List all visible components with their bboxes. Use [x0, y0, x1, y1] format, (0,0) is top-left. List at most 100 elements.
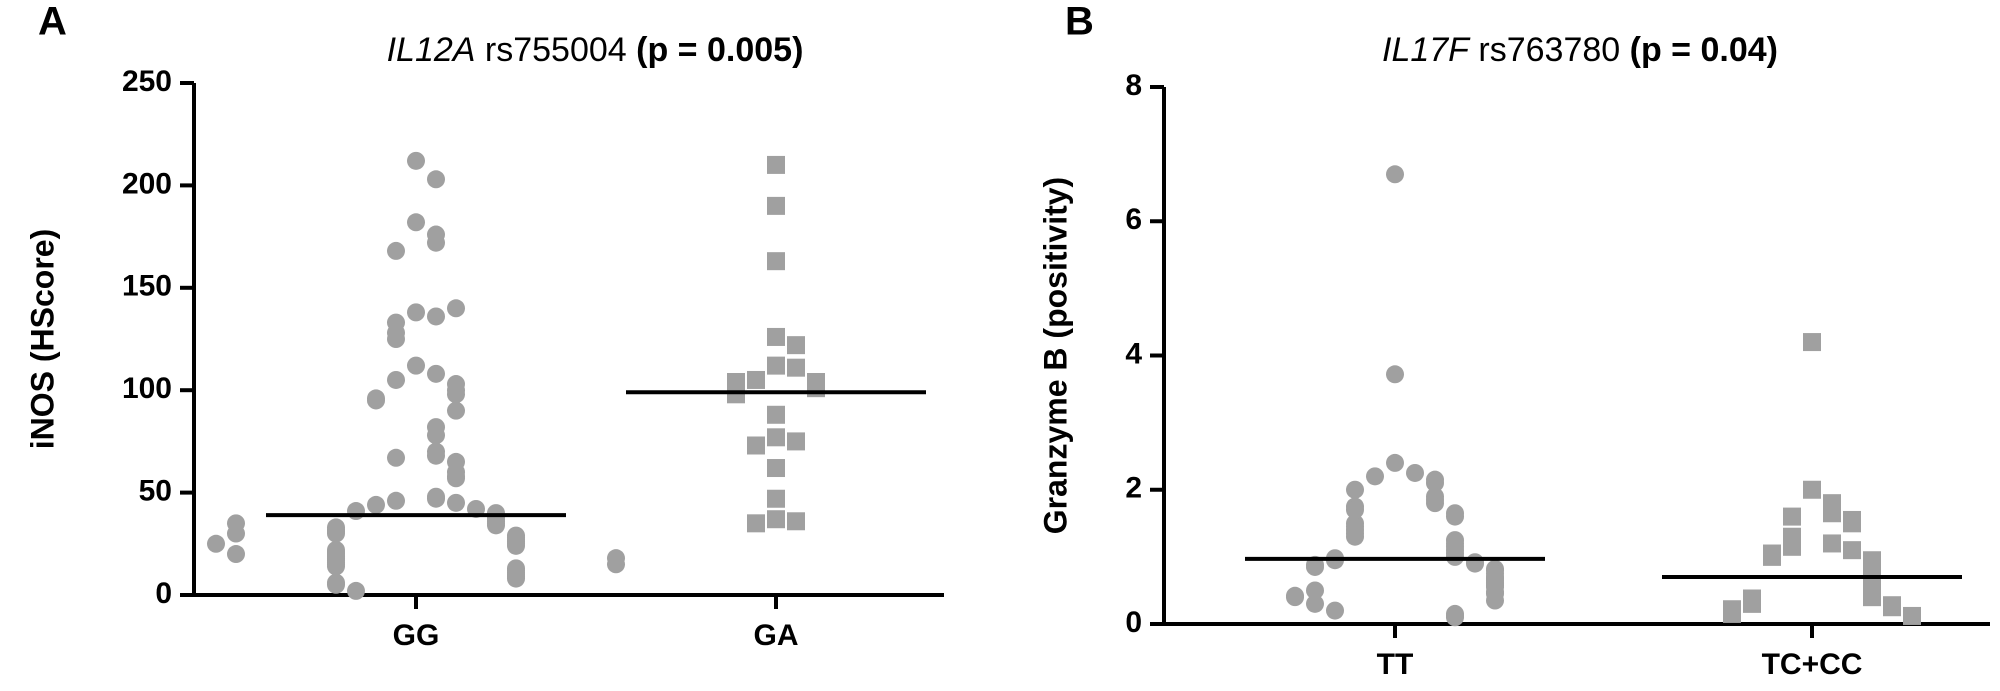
data-point [1446, 608, 1464, 627]
y-tick-label: 100 [122, 372, 172, 405]
data-point [1346, 527, 1364, 546]
data-point [447, 493, 465, 512]
data-point [1723, 604, 1741, 623]
data-point [367, 495, 385, 514]
data-point [1743, 594, 1761, 613]
data-point [1426, 494, 1444, 513]
data-point [1843, 541, 1861, 560]
title-snp: rs763780 [1478, 31, 1620, 69]
data-point [507, 536, 525, 555]
data-point [407, 213, 425, 232]
chart-title: IL17F rs763780 (p = 0.04) [1382, 31, 1778, 69]
data-point [227, 514, 245, 533]
data-point [767, 196, 785, 215]
data-point [1386, 165, 1404, 184]
data-point [1823, 504, 1841, 523]
data-point [387, 241, 405, 260]
x-tick-label: TT [1377, 648, 1414, 681]
data-point [227, 545, 245, 564]
title-gene: IL17F [1382, 31, 1471, 69]
data-point [1306, 557, 1324, 576]
data-point [1326, 601, 1344, 620]
y-tick-label: 50 [139, 475, 172, 508]
data-point [1286, 588, 1304, 607]
data-point [1486, 591, 1504, 610]
data-point [1783, 537, 1801, 556]
data-point [427, 233, 445, 252]
data-point [1903, 606, 1921, 625]
data-point [447, 385, 465, 404]
panel-label: B [1065, 0, 1094, 44]
data-point [767, 510, 785, 529]
data-point [427, 364, 445, 383]
data-point [787, 336, 805, 355]
x-tick-label: GG [393, 619, 440, 652]
data-point [387, 491, 405, 510]
data-point [1366, 467, 1384, 486]
data-point [327, 575, 345, 594]
data-point [807, 379, 825, 398]
data-point [447, 469, 465, 488]
data-point [367, 391, 385, 410]
title-p: (p = 0.005) [636, 31, 803, 69]
y-tick-label: 0 [155, 577, 172, 610]
data-point [387, 330, 405, 348]
data-point [1863, 588, 1881, 607]
data-point [327, 557, 345, 576]
data-point [607, 555, 625, 574]
data-point [427, 446, 445, 465]
data-point [387, 370, 405, 389]
data-point [767, 459, 785, 478]
data-point [407, 151, 425, 170]
data-point [767, 405, 785, 424]
data-point [787, 512, 805, 531]
data-point [327, 524, 345, 543]
y-tick-label: 4 [1125, 337, 1142, 370]
data-point [1803, 480, 1821, 499]
data-point [1446, 507, 1464, 526]
data-point [1306, 594, 1324, 613]
data-point [787, 358, 805, 377]
data-point [767, 428, 785, 447]
data-point [347, 581, 365, 600]
data-point [447, 299, 465, 318]
data-point [347, 502, 365, 521]
data-point [1406, 463, 1424, 482]
y-tick-label: 250 [122, 65, 172, 98]
data-point [767, 327, 785, 346]
data-point [1823, 534, 1841, 553]
data-point [1386, 365, 1404, 384]
x-tick-label: GA [754, 619, 799, 652]
data-point [427, 489, 445, 508]
data-point [387, 448, 405, 467]
data-point [207, 534, 225, 553]
data-point [767, 252, 785, 271]
data-point [1386, 453, 1404, 472]
data-point [1803, 333, 1821, 352]
title-gene: IL12A [387, 31, 476, 69]
data-point [487, 516, 505, 535]
data-point [427, 426, 445, 445]
x-tick-label: TC+CC [1762, 648, 1863, 681]
data-point [1426, 474, 1444, 493]
panel-label: A [38, 0, 67, 44]
data-point [727, 385, 745, 404]
data-point [507, 569, 525, 588]
data-point [747, 436, 765, 455]
data-point [1783, 507, 1801, 526]
y-tick-label: 150 [122, 270, 172, 303]
data-point [1883, 598, 1901, 617]
data-point [1763, 547, 1781, 566]
data-point [747, 370, 765, 389]
y-tick-label: 8 [1125, 69, 1142, 102]
data-point [407, 303, 425, 322]
data-point [767, 356, 785, 375]
data-point [447, 401, 465, 420]
data-point [1843, 514, 1861, 533]
y-tick-label: 200 [122, 167, 172, 200]
data-point [767, 489, 785, 508]
y-axis-label: Granzyme B (positivity) [1037, 177, 1073, 534]
data-point [767, 155, 785, 174]
data-point [407, 356, 425, 375]
